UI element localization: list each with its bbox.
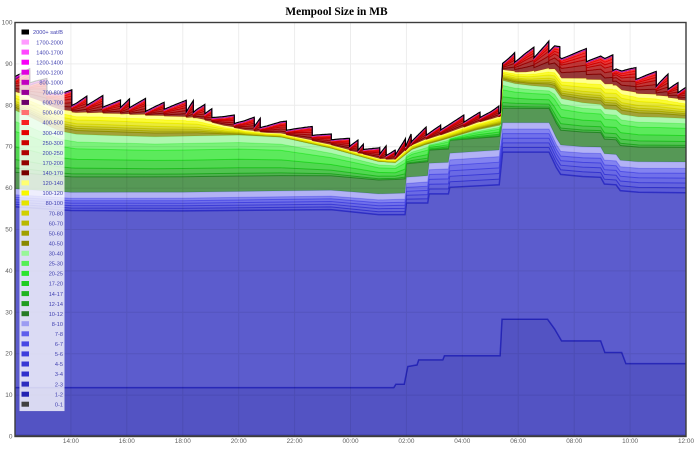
svg-text:1700-2000: 1700-2000 <box>36 40 63 46</box>
svg-text:170-200: 170-200 <box>42 161 63 167</box>
svg-text:02:00: 02:00 <box>398 438 414 445</box>
svg-text:4-5: 4-5 <box>55 362 63 368</box>
svg-text:800-1000: 800-1000 <box>39 81 63 87</box>
svg-text:6-7: 6-7 <box>55 342 63 348</box>
svg-text:200-250: 200-250 <box>42 151 63 157</box>
svg-text:500-600: 500-600 <box>42 111 63 117</box>
svg-text:17-20: 17-20 <box>49 282 63 288</box>
svg-text:22:00: 22:00 <box>287 438 303 445</box>
svg-text:50: 50 <box>5 227 13 234</box>
svg-text:30-40: 30-40 <box>49 252 63 258</box>
svg-text:1-2: 1-2 <box>55 392 63 398</box>
svg-text:8-10: 8-10 <box>52 322 63 328</box>
svg-text:0-1: 0-1 <box>55 402 63 408</box>
svg-text:7-8: 7-8 <box>55 332 63 338</box>
svg-text:0: 0 <box>9 434 13 441</box>
svg-text:12:00: 12:00 <box>678 438 694 445</box>
svg-text:1400-1700: 1400-1700 <box>36 50 63 56</box>
svg-text:400-500: 400-500 <box>42 121 63 127</box>
svg-text:20-25: 20-25 <box>49 272 63 278</box>
svg-text:100: 100 <box>2 20 13 27</box>
svg-text:2000+ sat/B: 2000+ sat/B <box>33 30 63 36</box>
svg-text:3-4: 3-4 <box>55 372 63 378</box>
svg-text:2-3: 2-3 <box>55 382 63 388</box>
svg-text:1000-1200: 1000-1200 <box>36 70 63 76</box>
svg-text:70: 70 <box>5 144 13 151</box>
svg-text:14:00: 14:00 <box>63 438 79 445</box>
svg-text:20: 20 <box>5 351 13 358</box>
svg-text:10:00: 10:00 <box>622 438 638 445</box>
svg-text:80-100: 80-100 <box>46 201 63 207</box>
svg-text:140-170: 140-170 <box>42 171 63 177</box>
svg-text:10: 10 <box>5 392 13 399</box>
svg-text:700-800: 700-800 <box>42 91 63 97</box>
svg-text:100-120: 100-120 <box>42 191 63 197</box>
svg-text:600-700: 600-700 <box>42 101 63 107</box>
svg-text:5-6: 5-6 <box>55 352 63 358</box>
svg-text:300-400: 300-400 <box>42 131 63 137</box>
svg-text:40-50: 40-50 <box>49 242 63 248</box>
svg-text:30: 30 <box>5 309 13 316</box>
svg-text:20:00: 20:00 <box>231 438 247 445</box>
svg-text:14-17: 14-17 <box>49 292 63 298</box>
svg-text:90: 90 <box>5 61 13 68</box>
svg-text:80: 80 <box>5 102 13 109</box>
svg-text:08:00: 08:00 <box>566 438 582 445</box>
svg-text:70-80: 70-80 <box>49 211 63 217</box>
svg-text:250-300: 250-300 <box>42 141 63 147</box>
svg-text:00:00: 00:00 <box>343 438 359 445</box>
svg-text:10-12: 10-12 <box>49 312 63 318</box>
svg-text:18:00: 18:00 <box>175 438 191 445</box>
svg-text:25-30: 25-30 <box>49 262 63 268</box>
svg-text:Mempool Size in MB: Mempool Size in MB <box>285 6 388 18</box>
svg-text:12-14: 12-14 <box>49 302 63 308</box>
svg-text:120-140: 120-140 <box>42 181 63 187</box>
svg-text:06:00: 06:00 <box>510 438 526 445</box>
svg-text:40: 40 <box>5 268 13 275</box>
svg-text:1200-1400: 1200-1400 <box>36 60 63 66</box>
svg-text:50-60: 50-60 <box>49 231 63 237</box>
svg-text:04:00: 04:00 <box>454 438 470 445</box>
svg-text:60: 60 <box>5 185 13 192</box>
svg-text:16:00: 16:00 <box>119 438 135 445</box>
svg-text:60-70: 60-70 <box>49 221 63 227</box>
